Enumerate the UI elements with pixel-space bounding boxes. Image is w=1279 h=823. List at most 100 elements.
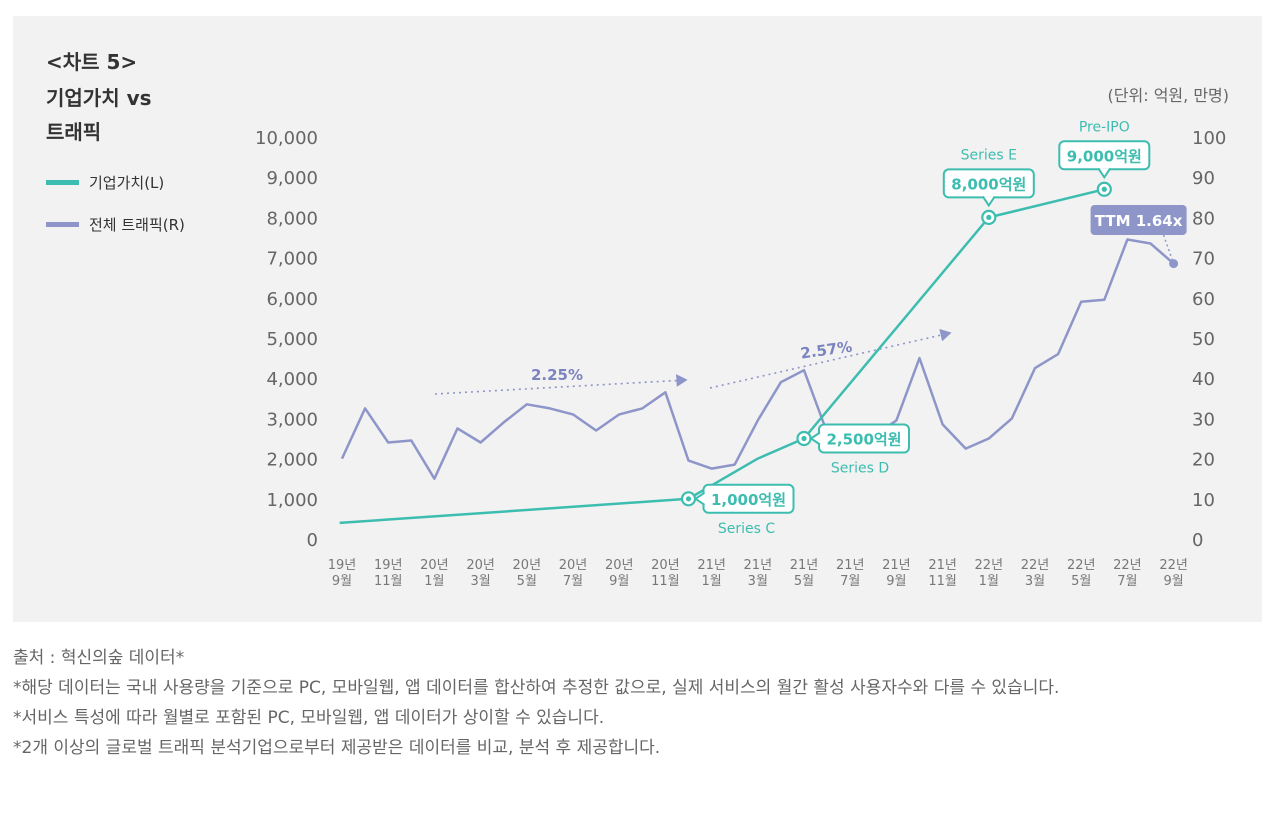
series-e-round-label: Series E	[961, 147, 1017, 163]
footnote-2: *서비스 특성에 따라 월별로 포함된 PC, 모바일웹, 앱 데이터가 상이할…	[13, 708, 605, 728]
pre-ipo-callout-pointer	[1097, 167, 1112, 180]
series-e-callout-pointer	[981, 195, 996, 208]
left-tick-label: 0	[307, 530, 318, 551]
x-tick-label-month: 11월	[928, 574, 957, 589]
x-tick-label-month: 1월	[424, 574, 444, 589]
x-tick-label-year: 19년	[328, 558, 357, 573]
x-tick-label-month: 5월	[517, 574, 537, 589]
x-tick-label-month: 9월	[886, 574, 906, 589]
pre-ipo-marker-dot	[1101, 186, 1107, 192]
x-tick-label-month: 5월	[1071, 574, 1091, 589]
x-tick-label-month: 1월	[701, 574, 721, 589]
unit-note: (단위: 억원, 만명)	[1107, 86, 1229, 105]
series-d-round-label: Series D	[831, 461, 889, 477]
left-tick-label: 5,000	[266, 329, 318, 350]
x-tick-label-year: 22년	[1113, 558, 1142, 573]
left-tick-label: 2,000	[266, 450, 318, 471]
series-c-round-label: Series C	[718, 521, 776, 537]
left-tick-label: 8,000	[266, 208, 318, 229]
x-tick-label-month: 7월	[563, 574, 583, 589]
source-note: 출처 : 혁신의숲 데이터*	[13, 648, 185, 668]
chart-number: <차트 5>	[46, 50, 138, 74]
right-tick-label: 20	[1192, 450, 1215, 471]
x-tick-label-year: 22년	[1021, 558, 1050, 573]
legend-item-traffic: 전체 트래픽(R)	[46, 214, 185, 235]
series-d-callout-pointer	[809, 431, 821, 446]
x-tick-label-year: 21년	[790, 558, 819, 573]
legend-label-valuation: 기업가치(L)	[89, 174, 165, 192]
ttm-badge	[1090, 205, 1187, 235]
ttm-badge-label: TTM 1.64x	[1095, 212, 1183, 230]
legend-swatch-valuation	[46, 180, 79, 185]
footnote-3: *2개 이상의 글로벌 트래픽 분석기업으로부터 제공받은 데이터를 비교, 분…	[13, 738, 661, 758]
x-tick-label-month: 11월	[651, 574, 680, 589]
right-tick-label: 10	[1192, 490, 1215, 511]
x-tick-label-month: 7월	[1117, 574, 1137, 589]
x-tick-label-year: 19년	[374, 558, 403, 573]
x-tick-label-year: 21년	[697, 558, 726, 573]
left-tick-label: 10,000	[255, 128, 318, 149]
left-tick-label: 3,000	[266, 409, 318, 430]
ttm-connector	[1162, 234, 1175, 264]
x-tick-label-month: 5월	[794, 574, 814, 589]
right-tick-label: 40	[1192, 369, 1215, 390]
chart-title-line-2: 트래픽	[46, 120, 102, 144]
chart-panel	[13, 16, 1262, 622]
x-tick-label-month: 1월	[979, 574, 999, 589]
x-tick-label-year: 22년	[975, 558, 1004, 573]
series-e-marker-dot	[986, 214, 992, 220]
left-tick-label: 7,000	[266, 249, 318, 270]
legend-item-valuation: 기업가치(L)	[46, 172, 164, 193]
x-tick-label-year: 22년	[1159, 558, 1188, 573]
x-tick-label-year: 20년	[559, 558, 588, 573]
growth-label-2: 2.57%	[799, 338, 853, 363]
x-tick-label-month: 3월	[1025, 574, 1045, 589]
x-tick-label-year: 21년	[882, 558, 911, 573]
x-tick-label-month: 3월	[470, 574, 490, 589]
right-tick-label: 60	[1192, 289, 1215, 310]
pre-ipo-callout-label: 9,000억원	[1067, 147, 1142, 165]
x-tick-label-year: 21년	[928, 558, 957, 573]
series-e-callout-label: 8,000억원	[951, 175, 1026, 193]
ttm-marker	[1169, 259, 1179, 269]
right-tick-label: 90	[1192, 168, 1215, 189]
left-tick-label: 6,000	[266, 289, 318, 310]
x-tick-label-year: 20년	[466, 558, 495, 573]
growth-label-1: 2.25%	[531, 366, 583, 384]
left-tick-label: 4,000	[266, 369, 318, 390]
footnotes: 출처 : 혁신의숲 데이터* *해당 데이터는 국내 사용량을 기준으로 PC,…	[13, 643, 1253, 763]
right-tick-label: 70	[1192, 249, 1215, 270]
right-tick-label: 0	[1192, 530, 1203, 551]
growth-arrow-2	[709, 328, 952, 389]
x-tick-label-year: 20년	[420, 558, 449, 573]
footnote-1: *해당 데이터는 국내 사용량을 기준으로 PC, 모바일웹, 앱 데이터를 합…	[13, 678, 1060, 698]
x-tick-label-month: 11월	[374, 574, 403, 589]
x-tick-label-year: 20년	[513, 558, 542, 573]
x-tick-label-month: 3월	[748, 574, 768, 589]
valuation-traffic-chart: 0 1,000 2,000 3,000 4,000 5,000 6,000 7,000 8,00…	[255, 119, 1226, 589]
x-tick-label-month: 9월	[332, 574, 352, 589]
right-tick-label: 30	[1192, 409, 1215, 430]
pre-ipo-round-label: Pre-IPO	[1079, 119, 1130, 135]
x-tick-label-year: 21년	[744, 558, 773, 573]
series-d-marker-dot	[801, 435, 807, 442]
traffic-series-line	[340, 238, 1175, 480]
legend-swatch-traffic	[46, 222, 79, 227]
chart-title-line-1: 기업가치 vs	[46, 86, 152, 110]
x-tick-label-month: 7월	[840, 574, 860, 589]
x-tick-label-month: 9월	[609, 574, 629, 589]
x-tick-label-year: 20년	[605, 558, 634, 573]
legend-label-traffic: 전체 트래픽(R)	[89, 216, 185, 234]
right-tick-label: 80	[1192, 208, 1215, 229]
x-tick-label-year: 20년	[651, 558, 680, 573]
series-c-marker-dot	[685, 496, 692, 502]
right-tick-label: 50	[1192, 329, 1215, 350]
right-tick-label: 100	[1192, 128, 1226, 149]
left-tick-label: 9,000	[266, 168, 318, 189]
left-tick-label: 1,000	[266, 490, 318, 511]
valuation-series-line	[339, 188, 1105, 525]
x-tick-label-year: 22년	[1067, 558, 1096, 573]
series-d-callout-label: 2,500억원	[826, 431, 901, 449]
x-tick-label-year: 21년	[836, 558, 865, 573]
series-c-callout-pointer	[693, 491, 706, 506]
